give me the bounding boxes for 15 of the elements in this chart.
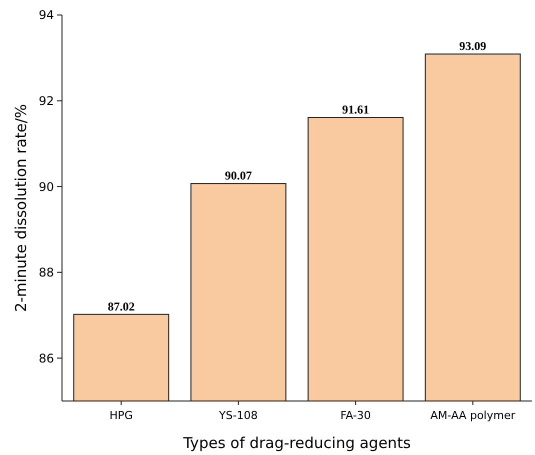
data-label: 93.09 [459,39,486,54]
x-tick-label: FA-30 [340,409,371,422]
y-tick-label: 94 [38,8,54,22]
x-axis-title: Types of drag-reducing agents [182,434,411,452]
x-tick-label: YS-108 [218,409,258,422]
data-label: 91.61 [342,102,370,117]
y-tick-label: 86 [38,351,54,366]
y-tick-label: 92 [38,94,54,108]
x-tick-label: HPG [109,409,133,422]
data-label: 90.07 [224,168,252,183]
y-axis-title: 2-minute dissolution rate/% [12,104,30,312]
data-label: 87.02 [108,299,135,314]
y-tick-label: 90 [38,180,54,194]
x-tick-label: AM-AA polymer [430,409,516,422]
y-tick-label: 88 [38,266,54,280]
